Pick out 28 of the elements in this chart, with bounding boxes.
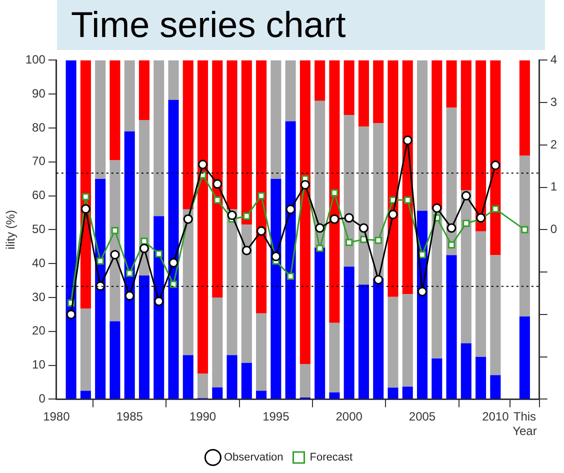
y2-tick-label: 0 [550,222,558,236]
y-tick-label: 60 [32,188,46,202]
y-tick-label: 70 [32,154,46,168]
y2-tick-label: 3 [550,94,558,109]
y-tick-label: 90 [32,86,46,100]
y-tick-label: 0 [38,392,46,406]
y-tick-label: 40 [32,256,46,270]
chart-title: Time series chart [57,0,545,50]
y-tick-label: 10 [32,358,46,372]
y-axis-title: ility (%) [4,210,18,250]
y2-tick-label: 2 [550,137,558,152]
x-tick-label: This Year [512,410,537,438]
x-tick-label: 2005 [408,410,436,424]
x-tick-label: 2010 [482,410,510,424]
x-tick-label: 1985 [116,410,144,424]
y-tick-label: 50 [32,222,46,236]
y-tick-label: 100 [25,52,46,67]
y2-tick-label: 4 [550,52,558,67]
y-tick-label: 30 [32,290,46,304]
x-tick-label: 1995 [262,410,290,424]
legend-label: Forecast [310,452,353,464]
y2-tick-label: 1 [550,180,558,194]
legend-label: Observation [224,452,284,464]
y-tick-label: 80 [32,120,46,134]
y-tick-label: 20 [32,324,46,338]
x-tick-label: 1990 [189,410,216,424]
x-tick-label: 1980 [43,410,70,424]
x-tick-label: 2000 [336,410,363,424]
